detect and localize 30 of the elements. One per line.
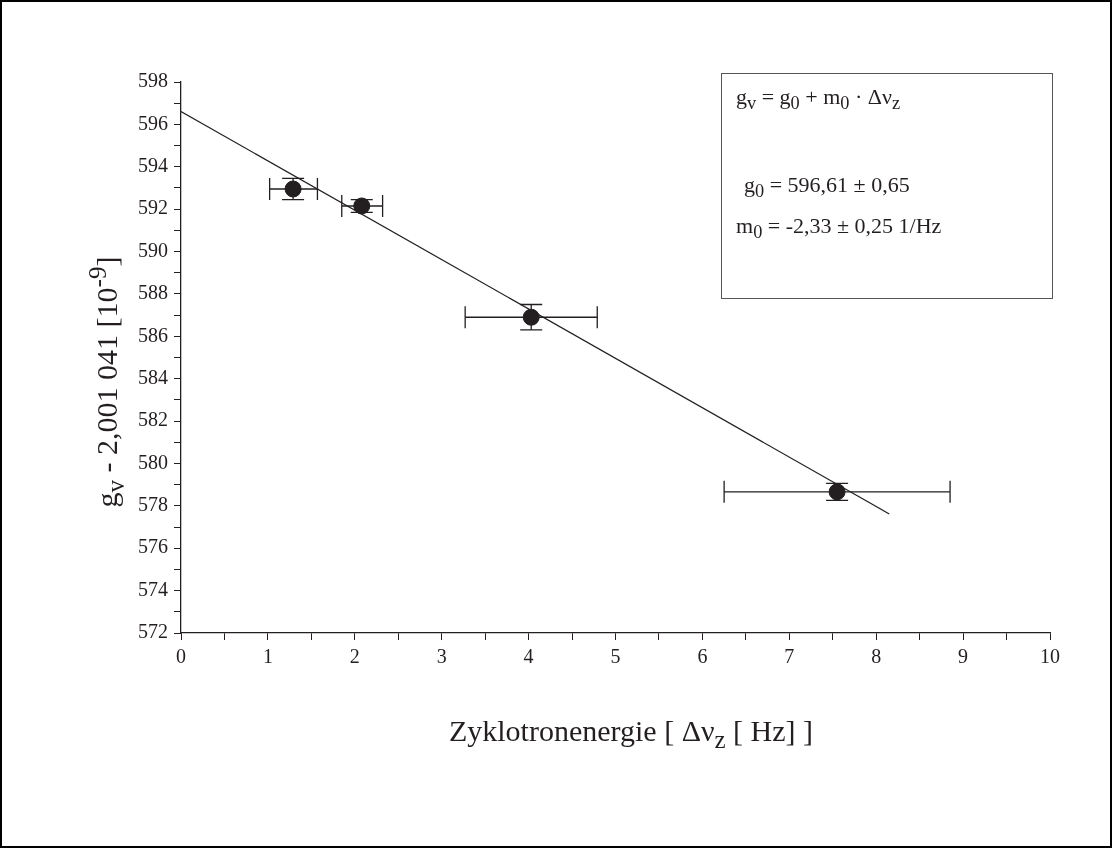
x-tick-label: 7 — [784, 645, 795, 668]
y-tick-label: 580 — [138, 450, 168, 473]
y-tick-label: 582 — [138, 408, 168, 431]
y-tick-label: 596 — [138, 111, 168, 134]
y-tick-label: 576 — [138, 535, 168, 558]
annotation: g$_{0}$ = 596,61 ± 0,65 — [743, 172, 911, 203]
x-tick-label: 1 — [262, 645, 273, 668]
x-axis-title: Zyklotronenergie [ Δν$_{z}$ [ Hz] ] — [448, 714, 814, 754]
x-tick-label: 10 — [1040, 645, 1060, 668]
annotation: g$_{v}$ = g$_{0}$ + m$_{0}$ · Δν$_{z}$ — [736, 84, 902, 115]
y-tick-label: 584 — [138, 365, 168, 388]
x-tick-label: 4 — [523, 645, 534, 668]
y-tick-label: 592 — [138, 196, 168, 219]
x-tick-label: 8 — [871, 645, 882, 668]
x-tick-label: 0 — [176, 645, 186, 668]
y-tick-label: 578 — [138, 493, 168, 516]
y-tick-label: 572 — [138, 620, 168, 643]
y-tick-label: 574 — [138, 577, 168, 600]
x-tick-label: 5 — [610, 645, 621, 668]
y-tick-label: 594 — [138, 154, 168, 177]
x-tick-label: 3 — [436, 645, 447, 668]
x-tick-label: 2 — [349, 645, 360, 668]
y-tick-label: 586 — [138, 323, 168, 346]
annotation: m$_{0}$ = -2,33 ± 0,25 1/Hz — [736, 212, 943, 244]
x-tick-label: 6 — [697, 645, 708, 668]
x-tick-label: 9 — [958, 645, 969, 668]
point — [522, 308, 540, 326]
y-tick-label: 598 — [138, 69, 168, 92]
y-tick-label: 588 — [138, 281, 168, 304]
y-tick-label: 590 — [138, 238, 168, 261]
